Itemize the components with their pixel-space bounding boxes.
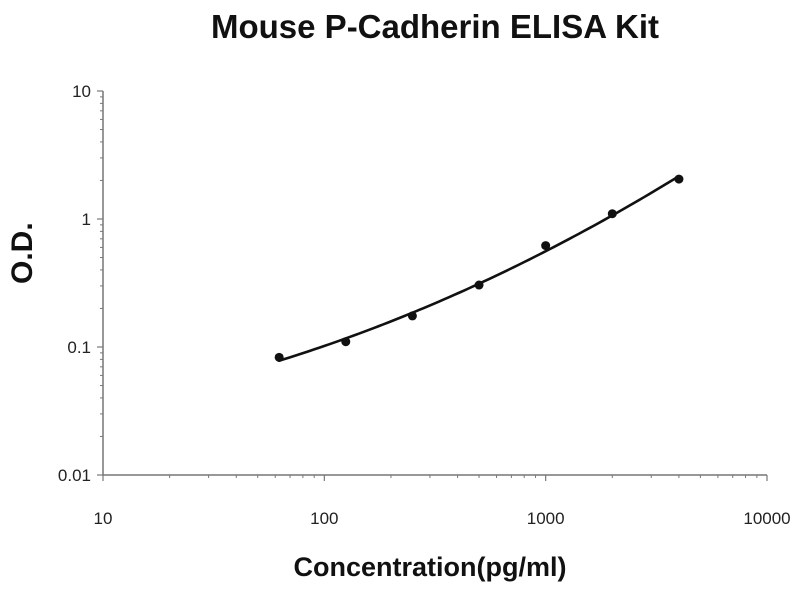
x-tick-label: 10 xyxy=(94,509,113,528)
x-axis-label: Concentration(pg/ml) xyxy=(293,552,567,582)
y-tick-label: 0.1 xyxy=(67,338,91,357)
fit-curve xyxy=(277,174,681,362)
data-point xyxy=(674,174,684,184)
y-tick-label: 0.01 xyxy=(58,466,91,485)
data-point xyxy=(474,280,484,290)
x-tick-label: 100 xyxy=(310,509,338,528)
chart-title: Mouse P-Cadherin ELISA Kit xyxy=(211,8,659,45)
data-point xyxy=(607,209,617,219)
data-point xyxy=(341,337,351,347)
data-point xyxy=(407,311,417,321)
x-tick-label: 1000 xyxy=(527,509,565,528)
y-tick-label: 1 xyxy=(82,210,91,229)
y-tick-label: 10 xyxy=(72,82,91,101)
data-point xyxy=(541,241,551,251)
data-point xyxy=(274,352,284,362)
x-tick-label: 10000 xyxy=(743,509,790,528)
